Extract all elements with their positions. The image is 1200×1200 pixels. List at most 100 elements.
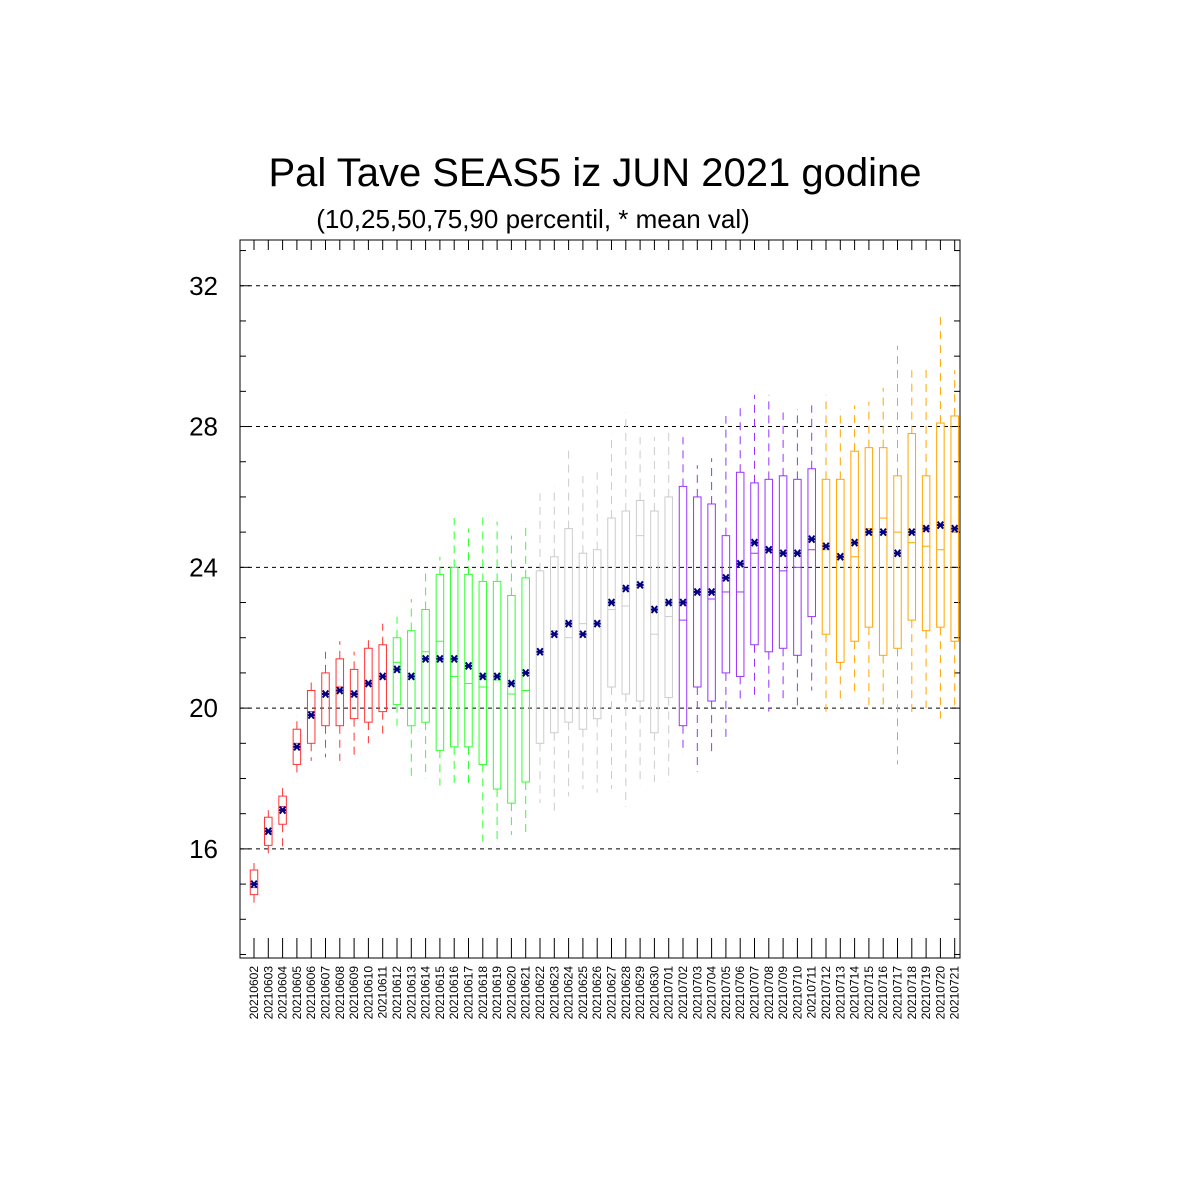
mean-marker-stroke [593,619,601,628]
mean-marker-stroke [493,672,501,681]
iqr-box [364,647,373,723]
mean-marker-stroke [922,524,930,533]
mean-marker-stroke [379,672,387,681]
mean-marker [293,742,301,751]
iqr-box [936,422,945,628]
y-tick-label: 24 [189,552,218,582]
mean-marker [565,619,573,628]
mean-marker [779,549,787,558]
mean-marker [808,535,816,544]
iqr-box [578,552,588,730]
mean-marker [722,573,730,583]
iqr-box [535,570,545,744]
x-tick-label: 20210602 [247,966,261,1020]
x-tick-label: 20210715 [862,966,876,1020]
mean-marker-stroke [951,524,959,533]
mean-marker [750,538,759,547]
iqr-box [921,475,931,632]
y-axis: 16 20 24 28 32 [189,271,960,864]
x-tick-label: 20210620 [504,966,518,1020]
mean-marker-stroke [879,528,887,537]
iqr-box [335,658,345,727]
iqr-box [521,577,530,783]
mean-marker-stroke [851,538,859,547]
x-tick-label: 20210605 [290,966,304,1020]
iqr-box [564,528,573,723]
mean-marker [321,689,330,699]
x-tick-label: 20210703 [690,966,704,1020]
x-tick-label: 20210628 [619,966,633,1020]
mean-marker [793,549,801,558]
iqr-box [306,690,316,744]
mean-marker-stroke [908,528,916,537]
x-tick-label: 20210618 [476,966,490,1020]
x-tick-label: 20210619 [490,966,504,1020]
x-tick-label: 20210615 [433,966,447,1020]
iqr-box [321,672,330,727]
mean-marker-stroke [893,549,902,558]
iqr-box [664,496,673,699]
iqr-box [635,499,645,702]
mean-marker [250,879,258,889]
mean-marker-stroke [636,580,644,590]
iqr-box [407,630,416,727]
x-tick-label: 20210608 [333,966,347,1020]
iqr-box [807,468,816,618]
x-tick-label: 20210718 [905,966,919,1020]
mean-marker-stroke [336,686,344,695]
mean-marker-stroke [779,549,787,558]
x-tick-label: 20210613 [404,966,418,1020]
mean-marker [350,689,358,699]
y-tick-label: 28 [189,412,218,442]
mean-marker-stroke [522,668,530,678]
x-tick-label: 20210621 [519,966,533,1020]
x-tick-label: 20210627 [605,966,619,1020]
iqr-box [864,447,874,628]
mean-marker [865,528,873,537]
mean-marker [393,665,401,674]
x-tick-label: 20210713 [833,966,847,1020]
x-tick-label: 20210721 [948,966,962,1020]
iqr-box [292,728,302,765]
mean-marker [407,672,415,681]
mean-marker [436,654,444,663]
iqr-box [378,644,387,713]
iqr-box [449,566,459,748]
x-tick-label: 20210626 [590,966,604,1020]
mean-marker-stroke [822,542,830,551]
x-tick-label: 20210617 [462,966,476,1020]
x-tick-label: 20210707 [748,966,762,1020]
mean-marker [550,630,558,639]
iqr-box [492,580,502,790]
iqr-box [435,573,445,751]
x-tick-label: 20210614 [419,966,433,1020]
mean-marker-stroke [422,654,430,663]
x-tick-label: 20210604 [276,966,290,1020]
x-tick-label: 20210630 [647,966,661,1020]
mean-marker [679,598,687,607]
mean-marker-stroke [450,654,458,663]
mean-marker-stroke [464,661,473,670]
mean-marker-stroke [622,584,630,593]
iqr-box [592,549,602,720]
mean-marker [908,528,916,537]
x-tick-label: 20210702 [676,966,690,1020]
iqr-box [707,503,716,702]
mean-markers [250,520,959,889]
mean-marker [879,528,887,537]
mean-marker-stroke [479,672,487,681]
mean-marker [264,827,272,836]
x-tick-label: 20210708 [762,966,776,1020]
mean-marker [636,580,644,590]
iqr-box [764,478,774,653]
x-tick-label: 20210716 [876,966,890,1020]
x-tick-label: 20210711 [805,966,819,1019]
x-tick-label: 20210612 [390,966,404,1020]
y-tick-label: 20 [189,693,218,723]
mean-marker-stroke [393,665,401,674]
mean-marker-stroke [321,689,330,699]
x-tick-label: 20210607 [319,966,333,1020]
x-tick-label: 20210710 [790,966,804,1020]
x-tick-label: 20210610 [361,966,375,1020]
x-tick-label: 20210606 [304,966,318,1020]
